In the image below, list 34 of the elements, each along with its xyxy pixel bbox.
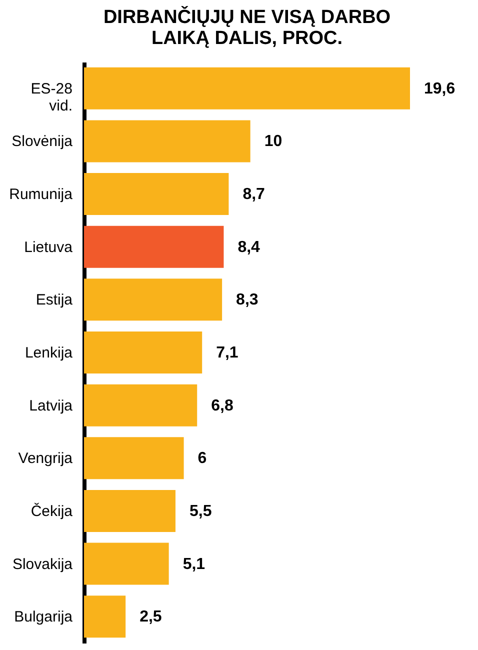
data-label: 8,7	[242, 186, 266, 204]
chart-title: DIRBANČIŲJŲ NE VISĄ DARBO LAIKĄ DALIS, PROC.	[103, 5, 391, 49]
y-tick-label: Bulgarija	[14, 608, 74, 626]
bar	[84, 67, 410, 110]
y-tick-label: Lenkija	[24, 344, 74, 362]
data-label: 5,5	[189, 502, 212, 520]
data-label: 7,1	[216, 344, 238, 362]
data-label: 2,5	[140, 608, 162, 626]
y-tick-label: Čekija	[30, 502, 74, 520]
bar	[84, 542, 169, 585]
y-tick-label: Lietuva	[24, 238, 74, 256]
bar	[84, 596, 126, 638]
y-tick-label: Slovakija	[12, 556, 74, 573]
data-label: 8,3	[236, 292, 258, 309]
y-tick-label: Vengrija	[18, 450, 74, 468]
y-tick-label: Latvija	[29, 397, 74, 414]
bar	[84, 490, 176, 532]
bar	[84, 120, 250, 162]
y-tick-label: Slovėnija	[12, 133, 74, 150]
data-label: 19,6	[424, 80, 456, 98]
data-label: 6	[198, 450, 207, 468]
y-tick-label: ES-28 vid.	[30, 80, 72, 114]
y-tick-label: Estija	[36, 292, 74, 309]
bar	[84, 437, 184, 480]
bar	[84, 278, 222, 321]
bar	[84, 332, 202, 374]
bar	[84, 384, 198, 426]
bar	[84, 173, 229, 216]
data-label: 5,1	[182, 556, 206, 573]
data-label: 8,4	[238, 238, 260, 256]
bar	[84, 226, 224, 268]
data-label: 6,8	[211, 397, 234, 414]
y-tick-label: Rumunija	[9, 186, 74, 204]
data-label: 10	[264, 133, 282, 150]
